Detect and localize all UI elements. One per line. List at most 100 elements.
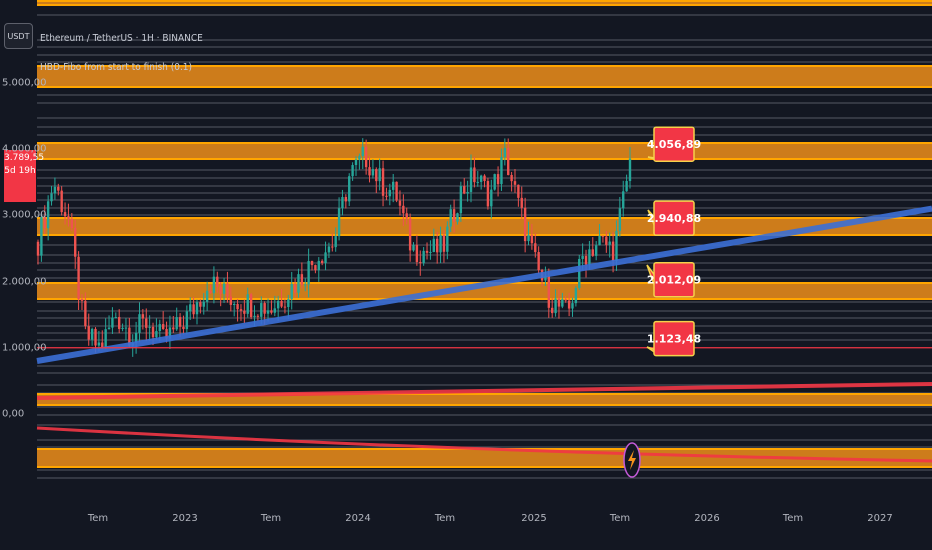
- candle-body: [581, 256, 584, 259]
- candle-body: [263, 303, 266, 314]
- candle-body: [121, 327, 124, 329]
- fib-label-box: [653, 261, 695, 298]
- candle-body: [385, 195, 388, 197]
- candle-body: [243, 310, 246, 314]
- candle-body: [544, 275, 547, 281]
- current-price-tag: 3.789,55 5d 19h: [4, 150, 45, 202]
- candle-body: [195, 302, 199, 315]
- candle-body: [320, 260, 324, 264]
- candle-body: [591, 249, 594, 256]
- fib-level-label: 1.123,48: [647, 333, 701, 346]
- symbol-title: Ethereum / TetherUS · 1H · BINANCE: [40, 33, 203, 44]
- candle-body: [513, 181, 517, 185]
- candle-body: [598, 235, 601, 246]
- candle-body: [74, 228, 77, 257]
- candle-body: [479, 175, 483, 182]
- candle-body: [419, 262, 422, 264]
- candle-body: [520, 197, 523, 208]
- candle-body: [256, 315, 260, 317]
- candle-body: [178, 317, 182, 327]
- candle-body: [561, 299, 564, 307]
- candle-body: [496, 174, 500, 185]
- x-tick-label: Tem: [782, 513, 804, 524]
- candle-body: [500, 157, 503, 185]
- candle-body: [128, 327, 131, 346]
- candle-body: [101, 342, 104, 349]
- candle-body: [392, 181, 395, 190]
- candle-body: [429, 251, 432, 253]
- candle-body: [175, 317, 178, 330]
- candle-body: [46, 201, 50, 229]
- candle-body: [449, 209, 452, 227]
- fib-level-label: 2.012,09: [647, 274, 701, 287]
- candle-body: [615, 230, 618, 262]
- candle-body: [375, 169, 378, 182]
- candle-body: [104, 329, 107, 349]
- candle-body: [459, 186, 463, 214]
- candle-body: [425, 250, 429, 253]
- candle-body: [422, 250, 425, 264]
- candle-body: [439, 235, 442, 253]
- x-tick-label: 2023: [172, 513, 198, 524]
- candle-body: [57, 186, 60, 191]
- candle-body: [249, 294, 253, 318]
- candle-body: [398, 200, 402, 206]
- indicator-title: HBD-Fibo from start to finish (0.1): [40, 62, 193, 73]
- candle-body: [490, 189, 493, 207]
- x-tick-label: Tem: [87, 513, 109, 524]
- candle-body: [189, 304, 192, 312]
- candle-body: [283, 306, 287, 308]
- candle-body: [601, 235, 605, 237]
- candle-body: [574, 287, 578, 304]
- candle-body: [327, 246, 331, 253]
- x-tick-label: 2027: [867, 513, 893, 524]
- candle-body: [205, 290, 209, 302]
- candle-body: [222, 283, 226, 294]
- candle-body: [527, 234, 530, 242]
- candle-body: [331, 246, 334, 248]
- fibo-bands: [37, 0, 932, 468]
- candle-body: [432, 238, 435, 252]
- y-tick-label: 1.000,00: [2, 342, 47, 354]
- bar-countdown: 5d 19h: [4, 166, 36, 176]
- candle-body: [246, 294, 249, 314]
- candle-body: [435, 238, 439, 253]
- candle-body: [43, 217, 46, 229]
- candle-body: [537, 252, 540, 270]
- candle-body: [381, 168, 385, 196]
- current-price: 3.789,55: [4, 153, 45, 163]
- candle-body: [483, 175, 486, 182]
- candle-body: [87, 326, 90, 340]
- lightning-icon[interactable]: [622, 442, 642, 478]
- candle-body: [67, 216, 70, 219]
- candle-body: [155, 331, 158, 338]
- candle-body: [182, 326, 185, 330]
- candle-body: [473, 167, 476, 183]
- y-tick-label: 5.000,00: [2, 77, 47, 89]
- candle-body: [324, 252, 327, 264]
- red-curve-upper: [36, 382, 932, 400]
- candle-body: [415, 244, 419, 263]
- candle-body: [97, 342, 101, 346]
- candle-body: [158, 324, 161, 332]
- candle-body: [287, 298, 290, 308]
- x-tick-label: Tem: [260, 513, 282, 524]
- candle-body: [584, 256, 588, 265]
- candle-body: [605, 236, 608, 245]
- candle-body: [266, 310, 270, 314]
- candle-body: [94, 328, 97, 346]
- candle-body: [226, 283, 229, 297]
- candle-body: [314, 265, 317, 271]
- candle-body: [145, 318, 148, 328]
- currency-button[interactable]: USDT: [4, 23, 33, 49]
- candle-body: [124, 327, 128, 329]
- candle-body: [141, 314, 145, 319]
- candle-body: [567, 300, 571, 309]
- candle-body: [80, 299, 84, 301]
- fib-label-box: [653, 126, 695, 162]
- candle-body: [161, 324, 165, 329]
- candle-body: [446, 226, 449, 252]
- candle-body: [628, 158, 632, 182]
- candle-body: [412, 244, 415, 251]
